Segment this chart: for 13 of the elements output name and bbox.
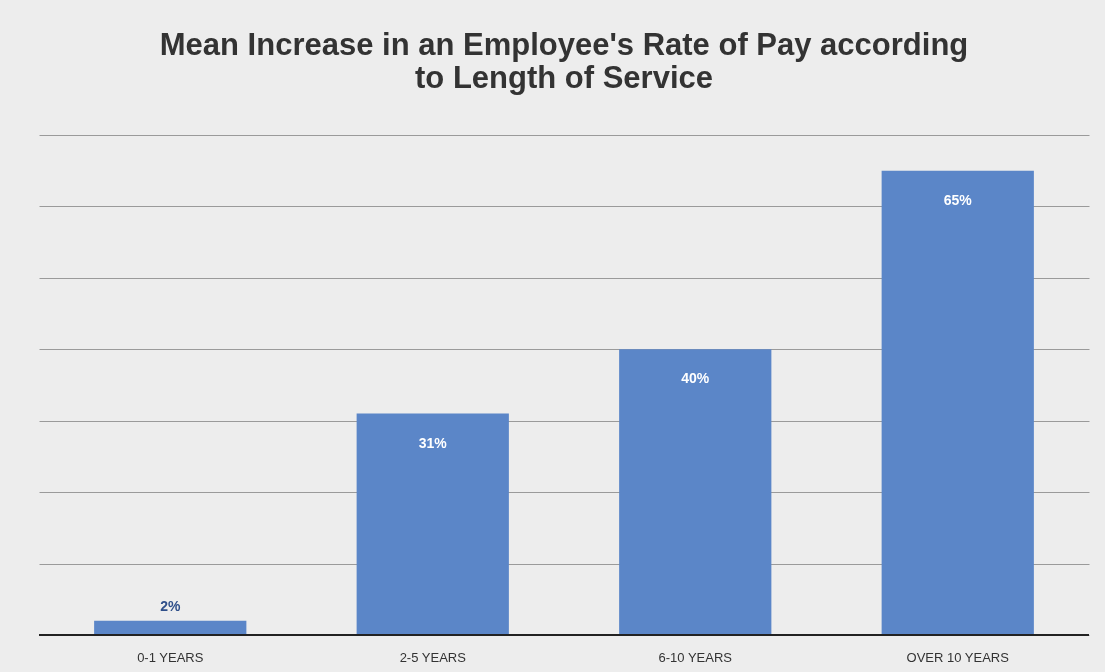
x-tick-label: OVER 10 YEARS (906, 649, 1010, 665)
text: Mean Increase in an Employee's Rate of Pay according (159, 27, 969, 62)
bar (94, 620, 247, 635)
data-label: 31% (418, 434, 448, 451)
x-tick-label: 0-1 YEARS (137, 649, 204, 665)
data-label: 65% (943, 191, 973, 208)
data-label: 2% (160, 597, 181, 614)
bar (356, 413, 509, 635)
bar (619, 349, 772, 635)
x-tick-label: 2-5 YEARS (399, 649, 467, 665)
data-label: 40% (681, 370, 710, 387)
x-tick-label: 6-10 YEARS (658, 649, 733, 665)
bar (881, 170, 1034, 635)
